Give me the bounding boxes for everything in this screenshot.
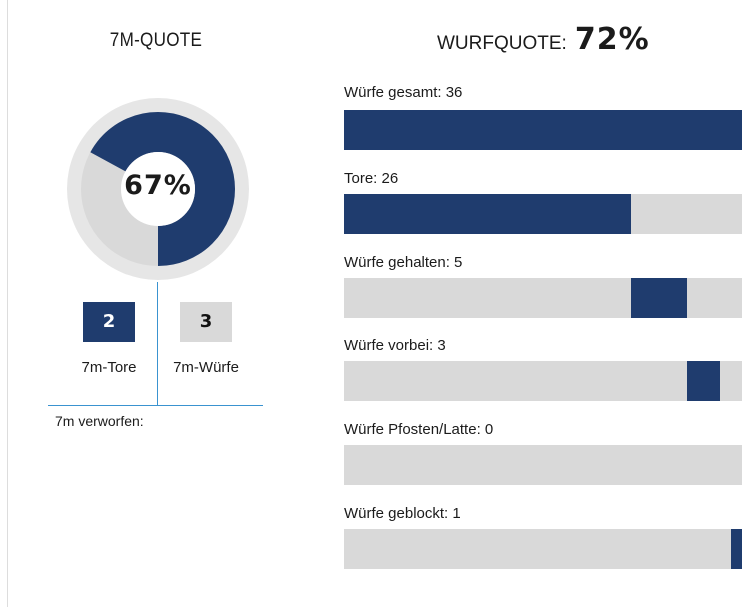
stat-bar-track (344, 278, 742, 318)
stat-bar-track (344, 110, 742, 150)
seven-m-missed-label: 7m verworfen: (55, 413, 144, 429)
seven-m-goals-count: 2 (83, 302, 135, 342)
donut-fill-arc (81, 112, 235, 266)
stat-label: Würfe vorbei: 3 (344, 337, 446, 354)
seven-m-goals-label: 7m-Tore (81, 359, 137, 376)
stat-bar-fill (344, 110, 742, 150)
stat-bar-track (344, 194, 742, 234)
seven-m-donut-chart (67, 98, 249, 280)
stat-bar-fill (686, 361, 720, 401)
stat-bar-fill (730, 529, 742, 569)
shot-ratio-header: WURFQUOTE: 72% (437, 22, 650, 57)
stat-bar-track (344, 445, 742, 485)
stat-label: Würfe gehalten: 5 (344, 254, 463, 271)
stat-bar-track (344, 361, 742, 401)
stat-label: Würfe Pfosten/Latte: 0 (344, 421, 494, 438)
stat-bar-fill (344, 194, 632, 234)
seven-m-throws-count: 3 (180, 302, 232, 342)
stat-bar-fill (631, 278, 687, 318)
stat-label: Würfe geblockt: 1 (344, 505, 461, 522)
seven-m-percent: 67% (124, 170, 192, 201)
shot-ratio-value: 72% (574, 22, 650, 57)
stat-bar-track (344, 529, 742, 569)
shot-ratio-label: WURFQUOTE: (437, 33, 567, 54)
horizontal-divider (48, 405, 263, 406)
seven-m-throws-label: 7m-Würfe (173, 359, 239, 376)
stat-label: Tore: 26 (344, 170, 399, 187)
donut-center (121, 152, 195, 226)
stat-label: Würfe gesamt: 36 (344, 84, 463, 101)
vertical-divider (157, 282, 158, 406)
seven-m-title: 7M-QUOTE (109, 30, 203, 51)
left-divider (7, 0, 8, 607)
